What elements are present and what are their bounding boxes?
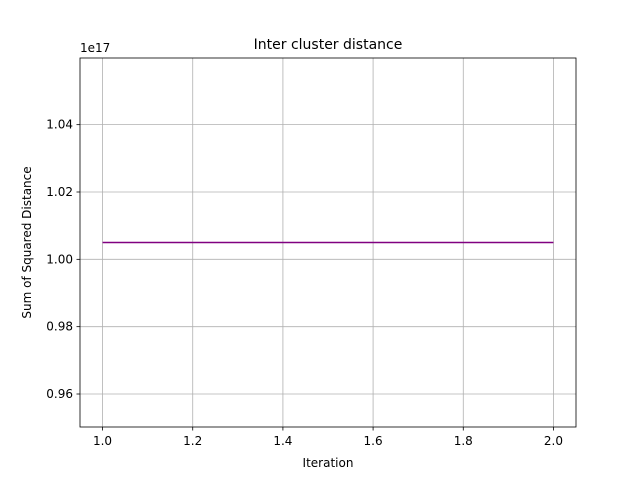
x-tick-label: 2.0 bbox=[544, 434, 563, 448]
x-tick-label: 1.8 bbox=[454, 434, 473, 448]
x-axis-label: Iteration bbox=[303, 456, 354, 470]
x-tick-label: 1.6 bbox=[364, 434, 383, 448]
y-axis-label: Sum of Squared Distance bbox=[20, 166, 34, 318]
x-ticks: 1.0 1.2 1.4 1.6 1.8 2.0 bbox=[93, 427, 563, 448]
plot-frame bbox=[79, 57, 577, 428]
y-tick-label: 1.02 bbox=[46, 185, 73, 199]
y-ticks: 0.96 0.98 1.00 1.02 1.04 bbox=[46, 118, 80, 401]
y-tick-label: 0.96 bbox=[46, 387, 73, 401]
y-offset-label: 1e17 bbox=[80, 41, 110, 55]
chart-title: Inter cluster distance bbox=[254, 37, 403, 53]
x-tick-label: 1.0 bbox=[93, 434, 112, 448]
x-tick-label: 1.2 bbox=[183, 434, 202, 448]
y-tick-label: 0.98 bbox=[46, 320, 73, 334]
x-tick-label: 1.4 bbox=[273, 434, 292, 448]
y-tick-label: 1.00 bbox=[46, 252, 73, 266]
y-tick-label: 1.04 bbox=[46, 118, 73, 132]
